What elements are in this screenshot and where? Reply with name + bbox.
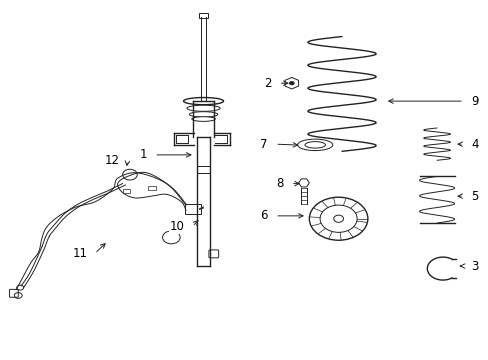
FancyBboxPatch shape [184,204,200,214]
Ellipse shape [186,105,220,111]
Ellipse shape [191,117,215,121]
Ellipse shape [189,112,217,117]
Text: 8: 8 [276,177,283,190]
Circle shape [320,205,356,232]
Text: 10: 10 [170,220,184,233]
Polygon shape [285,77,298,89]
Bar [148,186,156,190]
Text: 7: 7 [260,138,267,150]
Ellipse shape [297,139,332,150]
Text: 9: 9 [470,95,478,108]
Bar [122,189,130,193]
Text: 3: 3 [470,260,478,273]
Text: 11: 11 [72,247,87,260]
Circle shape [289,81,294,85]
Ellipse shape [305,141,325,148]
Text: 5: 5 [470,190,478,203]
Text: 6: 6 [260,210,267,222]
FancyBboxPatch shape [208,250,218,258]
Ellipse shape [183,98,223,105]
Circle shape [333,215,343,222]
Circle shape [309,197,367,240]
Text: 4: 4 [470,138,478,150]
Text: 2: 2 [264,77,271,90]
Text: 1: 1 [139,148,147,161]
Polygon shape [298,179,309,187]
FancyBboxPatch shape [9,289,18,297]
Text: 12: 12 [105,154,120,167]
Bar [198,13,208,18]
